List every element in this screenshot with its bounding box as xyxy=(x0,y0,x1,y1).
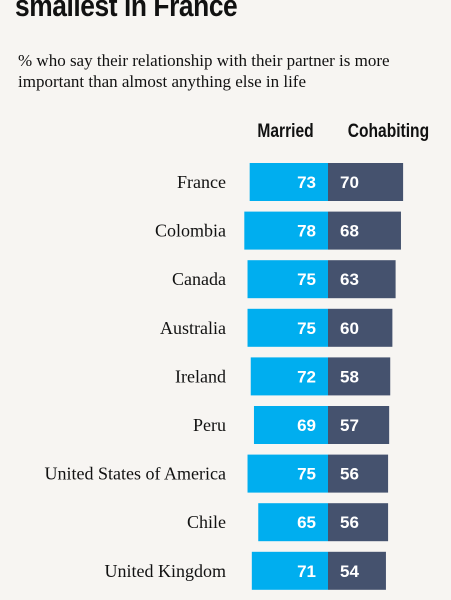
value-label-cohabiting: 58 xyxy=(340,367,359,386)
category-label: Peru xyxy=(193,415,226,435)
bar-married-3 xyxy=(247,308,328,347)
value-label-cohabiting: 63 xyxy=(340,270,359,289)
bar-cohabiting-2 xyxy=(328,260,396,299)
category-label: United Kingdom xyxy=(105,561,227,581)
bar-cohabiting-6 xyxy=(328,454,389,493)
value-label-cohabiting: 56 xyxy=(340,465,359,484)
value-label-married: 73 xyxy=(297,173,316,192)
category-label: United States of America xyxy=(45,464,226,484)
value-label-cohabiting: 57 xyxy=(340,416,359,435)
bar-married-7 xyxy=(258,503,328,542)
bar-married-0 xyxy=(249,163,328,201)
value-label-cohabiting: 54 xyxy=(340,562,359,581)
value-label-married: 72 xyxy=(297,367,316,386)
bar-married-8 xyxy=(251,551,328,590)
value-label-cohabiting: 56 xyxy=(340,513,359,532)
bar-married-2 xyxy=(247,260,328,299)
category-label: Australia xyxy=(160,318,226,338)
category-label: Chile xyxy=(187,512,226,532)
value-label-married: 65 xyxy=(297,513,316,532)
chart-subtitle: % who say their relationship with their … xyxy=(18,51,390,91)
value-label-married: 78 xyxy=(297,222,316,241)
bar-cohabiting-0 xyxy=(328,163,404,201)
value-label-married: 75 xyxy=(297,319,316,338)
bar-cohabiting-4 xyxy=(328,357,391,396)
legend-married: Married xyxy=(257,121,314,142)
value-label-married: 69 xyxy=(297,416,316,435)
category-label: Canada xyxy=(172,269,226,289)
category-label: Ireland xyxy=(175,366,226,386)
bar-married-1 xyxy=(244,211,328,250)
category-label: Colombia xyxy=(155,221,226,241)
bar-cohabiting-8 xyxy=(328,551,386,590)
legend-cohabiting: Cohabiting xyxy=(347,121,430,142)
bar-cohabiting-3 xyxy=(328,308,393,347)
value-label-cohabiting: 68 xyxy=(340,222,359,241)
value-label-cohabiting: 70 xyxy=(340,173,359,192)
value-label-cohabiting: 60 xyxy=(340,319,359,338)
bar-married-5 xyxy=(253,406,328,444)
bar-cohabiting-1 xyxy=(328,211,401,250)
chart-title: smallest in France xyxy=(15,0,238,23)
value-label-married: 75 xyxy=(297,270,316,289)
category-label: France xyxy=(177,172,226,192)
bar-cohabiting-5 xyxy=(328,406,390,444)
bar-married-6 xyxy=(247,454,328,493)
bar-married-4 xyxy=(250,357,328,396)
value-label-married: 75 xyxy=(297,465,316,484)
value-label-married: 71 xyxy=(297,562,316,581)
bar-cohabiting-7 xyxy=(328,503,389,542)
